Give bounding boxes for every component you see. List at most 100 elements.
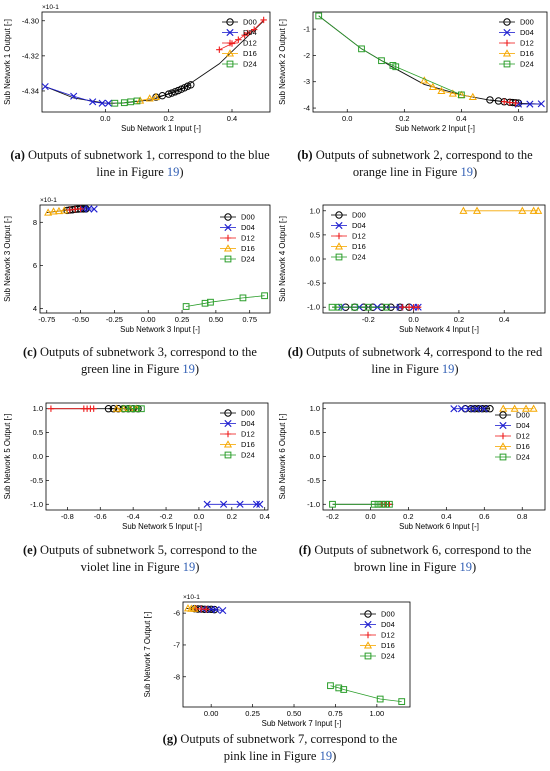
y-axis-label: Sub Network 6 Output [-] <box>278 414 287 500</box>
y-tick-label: 4 <box>33 304 37 313</box>
legend-marker <box>224 409 232 417</box>
y-tick-label: -0.5 <box>307 476 320 485</box>
data-point <box>98 99 106 107</box>
x-tick-label: -0.75 <box>38 315 55 324</box>
x-tick-label: 0.0 <box>194 512 204 521</box>
legend-label: D12 <box>381 631 395 640</box>
y-tick-label: -6 <box>173 609 180 618</box>
x-tick-label: 0.2 <box>227 512 237 521</box>
data-point <box>364 303 372 311</box>
legend-label: D04 <box>243 28 257 37</box>
legend-label: D00 <box>352 211 366 220</box>
series-d04 <box>450 405 488 413</box>
x-tick-label: 0.25 <box>245 709 260 718</box>
data-point <box>328 303 336 311</box>
legend-marker <box>335 232 343 240</box>
x-tick-label: 0.75 <box>242 315 257 324</box>
x-tick-label: 0.00 <box>141 315 156 324</box>
x-tick-label: -0.25 <box>106 315 123 324</box>
chart-g: 0.00 0.25 0.50 0.75 1.00 -6 -7 -8 Sub Network 7 … <box>143 594 411 728</box>
legend-label: D00 <box>381 610 395 619</box>
x-tick-label: 0.2 <box>403 512 413 521</box>
data-point <box>448 89 457 97</box>
series-line <box>318 15 462 96</box>
legend-label: D00 <box>516 411 530 420</box>
legend-marker <box>224 223 232 232</box>
data-point <box>437 86 446 95</box>
chart-c: -0.75 -0.50 -0.25 0.00 0.25 0.50 0.75 4 6 8 Sub Ne… <box>3 197 271 334</box>
data-point <box>90 405 97 412</box>
legend-marker <box>503 18 511 26</box>
data-point <box>85 205 93 213</box>
series-d24 <box>328 303 390 311</box>
y-tick-label: 6 <box>33 261 37 270</box>
data-point <box>374 500 382 508</box>
x-tick-label: 0.0 <box>100 114 110 123</box>
legend-label: D16 <box>520 49 534 58</box>
legend-marker <box>224 430 232 438</box>
legend-marker <box>499 411 507 419</box>
legend-label: D04 <box>381 620 395 629</box>
fit-curve <box>318 15 542 105</box>
data-point <box>42 82 49 91</box>
x-axis-label: Sub Network 2 Input [-] <box>395 124 475 133</box>
y-tick-label: 0.0 <box>310 452 320 461</box>
chart-panel-d: -0.2 0.0 0.2 0.4 -1.0 -0.5 0.0 0.5 1.0 Sub Networ… <box>275 195 550 334</box>
data-point <box>506 99 514 106</box>
data-point <box>514 100 523 108</box>
series-d24 <box>329 500 393 508</box>
y-tick-label: 1.0 <box>310 206 320 215</box>
caption-f: (f) Outputs of subnetwork 6, correspond … <box>298 543 532 574</box>
caption-e: (e) Outputs of subnetwork 5, correspond … <box>23 543 257 574</box>
x-tick-label: 0.0 <box>408 315 418 324</box>
y-tick-label: 0.5 <box>310 428 320 437</box>
series-d24 <box>111 97 141 107</box>
data-point <box>358 45 365 53</box>
series-d24 <box>315 12 465 99</box>
data-point <box>494 97 503 105</box>
x-tick-label: 0.6 <box>479 512 489 521</box>
caption-c: (c) Outputs of subnetwork 3, correspond … <box>23 345 257 376</box>
legend-label: D24 <box>516 453 530 462</box>
data-point <box>260 16 267 24</box>
legend-marker <box>499 453 507 461</box>
data-point <box>335 303 343 311</box>
data-point <box>109 405 118 413</box>
series-d12 <box>500 98 519 107</box>
data-point <box>239 294 247 302</box>
legend-label: D00 <box>243 18 257 27</box>
y-axis-label: Sub Network 4 Output [-] <box>278 216 287 302</box>
legend-marker <box>335 221 343 230</box>
data-point <box>216 46 223 53</box>
data-point <box>468 92 477 101</box>
data-point <box>480 405 488 413</box>
y-tick-label: -1.0 <box>307 500 320 509</box>
legend-marker <box>364 620 372 629</box>
data-point <box>329 500 336 508</box>
legend-label: D16 <box>516 442 530 451</box>
legend-label: D16 <box>241 440 255 449</box>
x-tick-label: 0.4 <box>259 512 269 521</box>
legend-marker <box>224 213 232 221</box>
legend-label: D04 <box>520 28 534 37</box>
data-point <box>104 405 113 413</box>
x-tick-label: -0.4 <box>127 512 140 521</box>
legend-label: D24 <box>243 60 257 69</box>
data-point <box>327 682 334 690</box>
data-point <box>137 405 145 413</box>
y-tick-label: -8 <box>173 672 180 681</box>
chart-f: -0.2 0.0 0.2 0.4 0.6 0.8 -1.0 -0.5 0.0 0.5 1.0 Sub … <box>278 402 546 531</box>
legend-marker <box>224 419 232 428</box>
caption-a: (a) Outputs of subnetwork 1, correspond … <box>10 148 270 179</box>
y-axis-label: Sub Network 3 Output [-] <box>3 216 12 302</box>
plot-frame <box>312 11 548 113</box>
data-point <box>145 94 154 102</box>
series-d24 <box>121 405 145 413</box>
data-point <box>77 205 84 213</box>
series-line <box>424 80 473 98</box>
